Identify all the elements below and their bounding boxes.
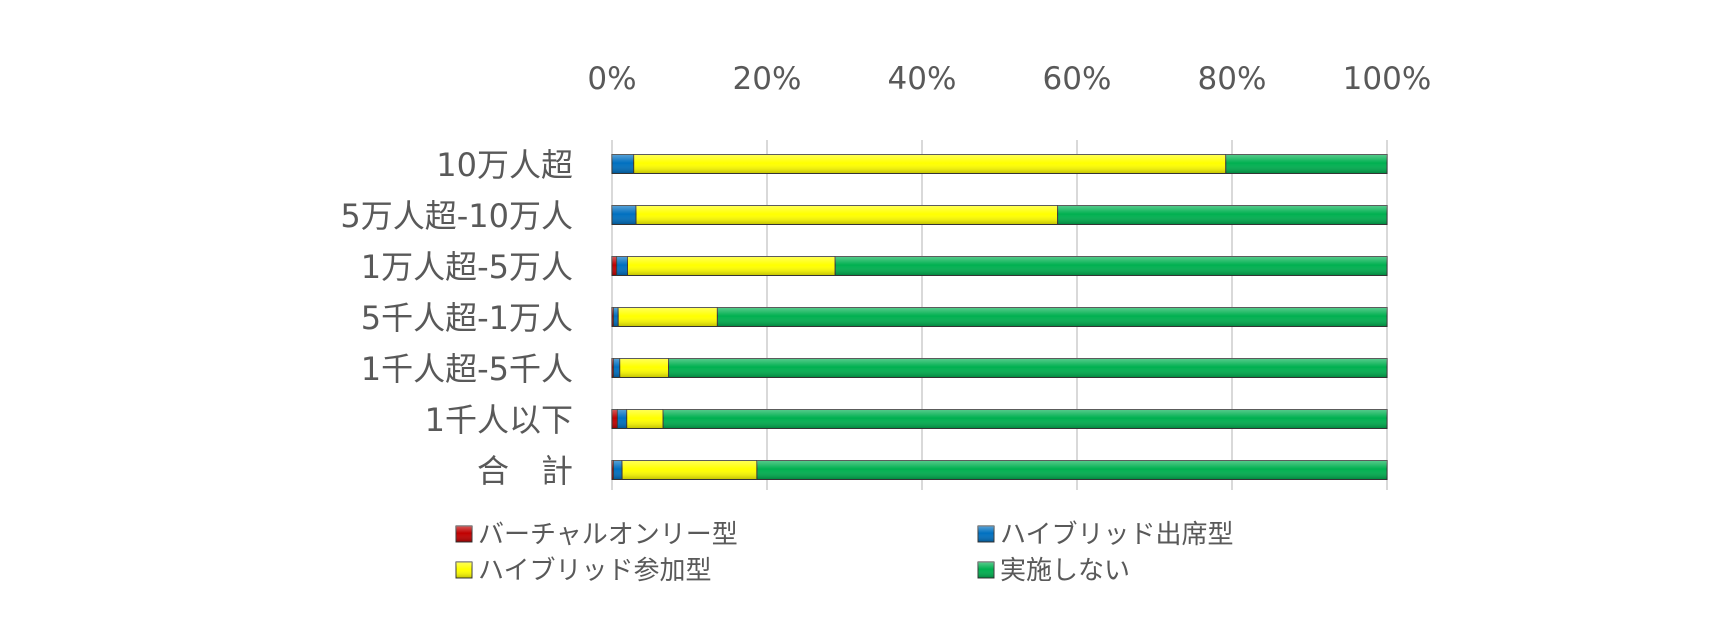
- bar-segment: [756, 460, 1388, 480]
- bar-segment: [633, 154, 1227, 174]
- bar-segment: [613, 358, 621, 378]
- x-tick-label: 40%: [888, 61, 957, 97]
- bar-segment: [611, 205, 637, 225]
- bar-segment: [616, 256, 629, 276]
- bar-segment: [716, 307, 1388, 327]
- bar-segment: [834, 256, 1388, 276]
- bar-segment: [626, 409, 664, 429]
- bar-segment: [613, 460, 623, 480]
- x-axis-ticks: 0% 20% 40% 60% 80% 100%: [587, 61, 1431, 97]
- legend-item: バーチャルオンリー型: [455, 520, 738, 550]
- bar-row: [611, 205, 1388, 225]
- bar-row: [611, 460, 1388, 480]
- bar-segment: [635, 205, 1059, 225]
- legend-swatch-shading: [978, 562, 994, 578]
- legend-swatch-shading: [456, 562, 472, 578]
- bar-segment: [611, 154, 635, 174]
- x-tick-label: 100%: [1343, 61, 1432, 97]
- bar-segment: [617, 307, 718, 327]
- legend-item: ハイブリッド出席型: [977, 520, 1233, 550]
- bar-segment: [621, 460, 758, 480]
- bar-segment: [611, 256, 618, 276]
- x-tick-label: 20%: [733, 61, 802, 97]
- category-label: 5千人超-1万人: [361, 299, 573, 337]
- bar-row: [611, 256, 1388, 276]
- legend-item: 実施しない: [977, 556, 1130, 586]
- x-tick-label: 0%: [587, 61, 636, 97]
- legend-label: 実施しない: [1000, 556, 1130, 586]
- x-tick-label: 60%: [1043, 61, 1112, 97]
- bar-segment: [627, 256, 836, 276]
- bar-segment: [1057, 205, 1388, 225]
- bar-segment: [662, 409, 1388, 429]
- bar-segment: [613, 307, 619, 327]
- legend-label: ハイブリッド参加型: [478, 556, 711, 586]
- category-label: 1千人以下: [425, 401, 573, 439]
- category-label: 10万人超: [436, 146, 573, 184]
- bar-row: [611, 358, 1388, 378]
- legend-swatch-shading: [978, 526, 994, 542]
- bar-segment: [616, 409, 628, 429]
- bar-row: [611, 154, 1388, 174]
- category-label: 合 計: [477, 452, 573, 490]
- bars: [611, 154, 1388, 480]
- category-label: 5万人超-10万人: [340, 197, 573, 235]
- legend-item: ハイブリッド参加型: [455, 556, 711, 586]
- bar-segment: [619, 358, 670, 378]
- bar-segment: [611, 409, 618, 429]
- x-tick-label: 80%: [1198, 61, 1267, 97]
- bar-row: [611, 307, 1388, 327]
- bar-segment: [1225, 154, 1388, 174]
- legend-label: バーチャルオンリー型: [478, 520, 738, 550]
- bar-row: [611, 409, 1388, 429]
- legend-swatch-shading: [456, 526, 472, 542]
- bar-segment: [668, 358, 1388, 378]
- category-label: 1万人超-5万人: [361, 248, 573, 286]
- y-axis-categories: 10万人超 5万人超-10万人 1万人超-5万人 5千人超-1万人 1千人超-5千人 1千…: [340, 146, 573, 490]
- legend-label: ハイブリッド出席型: [1000, 520, 1233, 550]
- category-label: 1千人超-5千人: [361, 350, 573, 388]
